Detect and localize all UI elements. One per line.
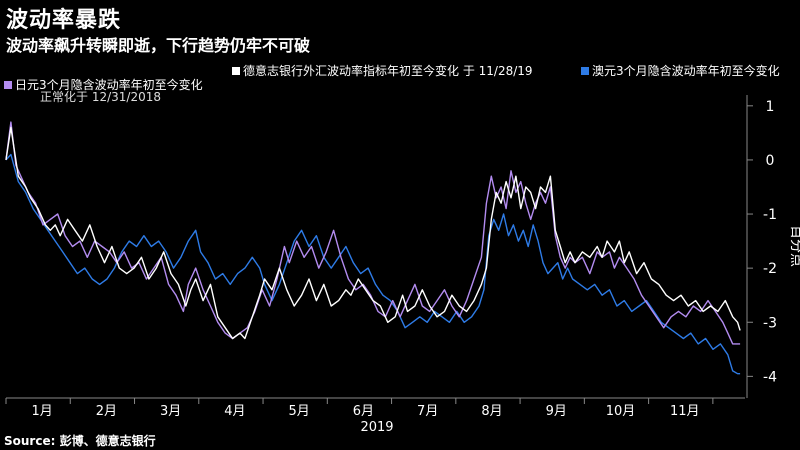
x-tick-label: 9月: [546, 404, 567, 419]
x-tick-label: 6月: [353, 404, 374, 419]
x-tick-label: 8月: [481, 404, 502, 419]
source-note: Source: 彭博、德意志银行: [4, 434, 156, 448]
y-tick-label: -1: [763, 207, 777, 223]
legend-swatch-white: [232, 66, 240, 75]
y-axis-label: 百分点: [788, 225, 800, 267]
legend-label-aud: 澳元3个月隐含波动率年初至今变化: [592, 64, 780, 78]
x-tick-label: 4月: [224, 404, 245, 419]
legend-item-aud: 澳元3个月隐含波动率年初至今变化: [581, 62, 780, 79]
y-tick-label: 1: [766, 99, 775, 115]
series-line-1: [5, 153, 741, 375]
legend-item-jpy: 日元3个月隐含波动率年初至今变化: [4, 76, 203, 93]
series-line-2: [5, 121, 741, 345]
legend-swatch-purple: [4, 80, 12, 89]
legend-swatch-blue: [581, 66, 589, 75]
normalization-note: 正常化于 12/31/2018: [40, 90, 161, 104]
x-tick-label: 7月: [417, 404, 438, 419]
x-tick-label: 3月: [160, 404, 181, 419]
chart-title: 波动率暴跌: [6, 8, 122, 33]
x-tick-label: 1月: [31, 404, 52, 419]
legend-label-deutsche: 德意志银行外汇波动率指标年初至今变化 于 11/28/19: [243, 64, 533, 78]
legend-label-jpy: 日元3个月隐含波动率年初至今变化: [15, 78, 203, 92]
x-tick-label: 10月: [606, 404, 636, 419]
series-line-0: [5, 126, 741, 340]
y-tick-label: -3: [763, 315, 777, 331]
y-tick-label: 0: [766, 153, 775, 169]
x-tick-label: 5月: [289, 404, 310, 419]
y-tick-label: -2: [763, 261, 777, 277]
legend-item-deutsche: 德意志银行外汇波动率指标年初至今变化 于 11/28/19: [232, 62, 533, 79]
x-tick-label: 11月: [670, 404, 700, 419]
x-tick-label: 2月: [96, 404, 117, 419]
chart-subtitle: 波动率飙升转瞬即逝，下行趋势仍牢不可破: [6, 36, 311, 55]
x-axis-label: 2019: [360, 420, 393, 435]
y-tick-label: -4: [763, 369, 777, 385]
